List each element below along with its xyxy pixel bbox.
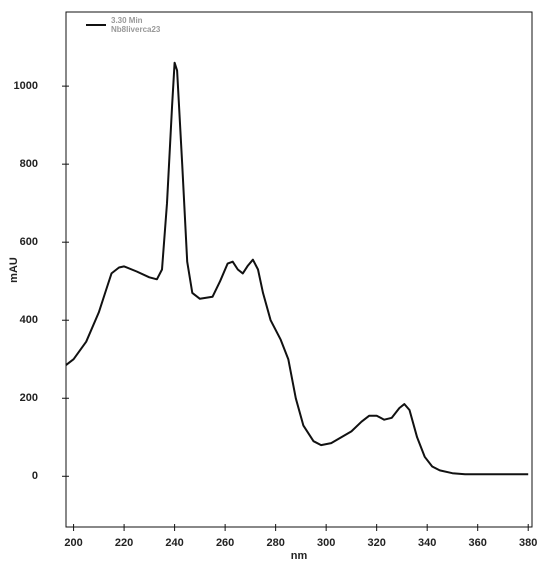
plot-frame [65,11,533,528]
x-tick-label: 340 [418,537,436,549]
y-tick-label: 600 [20,236,38,248]
y-tick-label: 400 [20,314,38,326]
x-tick-label: 200 [64,537,82,549]
x-tick-label: 280 [266,537,284,549]
x-tick-label: 300 [317,537,335,549]
legend-sublabel: Nb8liverca23 [111,25,161,34]
y-tick-label: 800 [20,158,38,170]
x-tick-label: 220 [115,537,133,549]
x-tick-label: 320 [367,537,385,549]
x-tick-label: 380 [519,537,537,549]
y-tick-label: 0 [32,470,38,482]
x-tick-label: 260 [216,537,234,549]
x-tick-label: 240 [165,537,183,549]
x-axis-label: nm [291,550,308,562]
y-tick-label: 200 [20,392,38,404]
series-line [65,61,529,476]
x-tick-label: 360 [469,537,487,549]
legend-label: 3.30 Min [111,16,143,25]
y-axis-label: mAU [8,257,20,283]
y-tick-label: 1000 [14,80,38,92]
